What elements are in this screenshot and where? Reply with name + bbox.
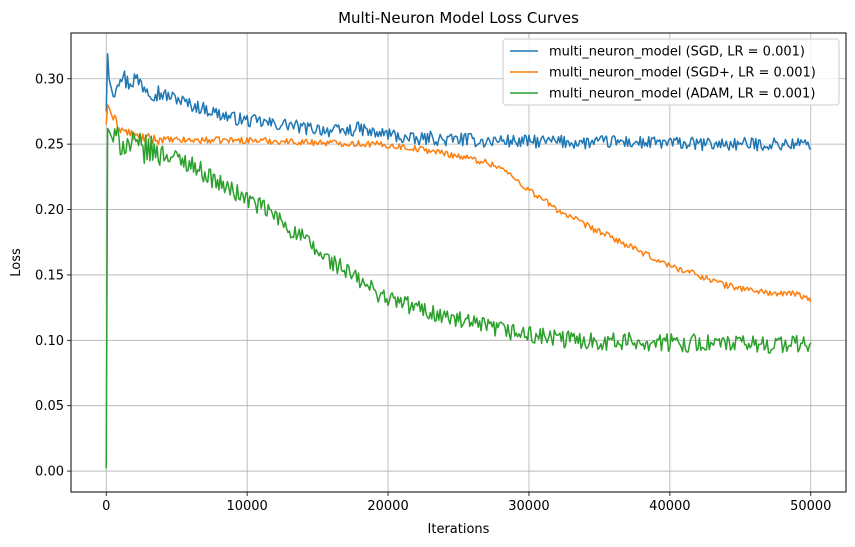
y-tick-label: 0.10: [35, 334, 64, 349]
legend-label: multi_neuron_model (ADAM, LR = 0.001): [549, 87, 815, 102]
legend-label: multi_neuron_model (SGD+, LR = 0.001): [549, 66, 816, 81]
x-tick-label: 50000: [790, 499, 831, 514]
legend-box: [502, 38, 840, 106]
x-tick-label: 20000: [367, 499, 408, 514]
series-line-3: [105, 126, 812, 469]
y-tick-label: 0.05: [35, 399, 64, 414]
y-tick-label: 0.15: [35, 268, 64, 283]
y-tick-label: 0.30: [35, 72, 64, 87]
chart-title: Multi-Neuron Model Loss Curves: [338, 9, 579, 27]
y-ticks: 0.00 0.05 0.10 0.15 0.20 0.25 0.30: [35, 72, 71, 480]
legend: multi_neuron_model (SGD, LR = 0.001) mult…: [502, 38, 840, 106]
x-tick-label: 30000: [508, 499, 549, 514]
x-tick-label: 0: [102, 499, 110, 514]
x-tick-label: 10000: [226, 499, 267, 514]
y-tick-label: 0.20: [35, 203, 64, 218]
y-axis-label: Loss: [9, 248, 24, 277]
series-lines: [105, 53, 812, 469]
x-tick-label: 40000: [649, 499, 690, 514]
x-ticks: 0 10000 20000 30000 40000 50000: [102, 492, 831, 514]
x-axis-label: Iterations: [428, 522, 490, 537]
y-tick-label: 0.25: [35, 138, 64, 153]
plot-frame: [70, 32, 847, 493]
series-line-1: [105, 53, 812, 152]
y-tick-label: 0.00: [35, 465, 64, 480]
legend-label: multi_neuron_model (SGD, LR = 0.001): [549, 45, 805, 60]
series-line-2: [105, 104, 812, 303]
